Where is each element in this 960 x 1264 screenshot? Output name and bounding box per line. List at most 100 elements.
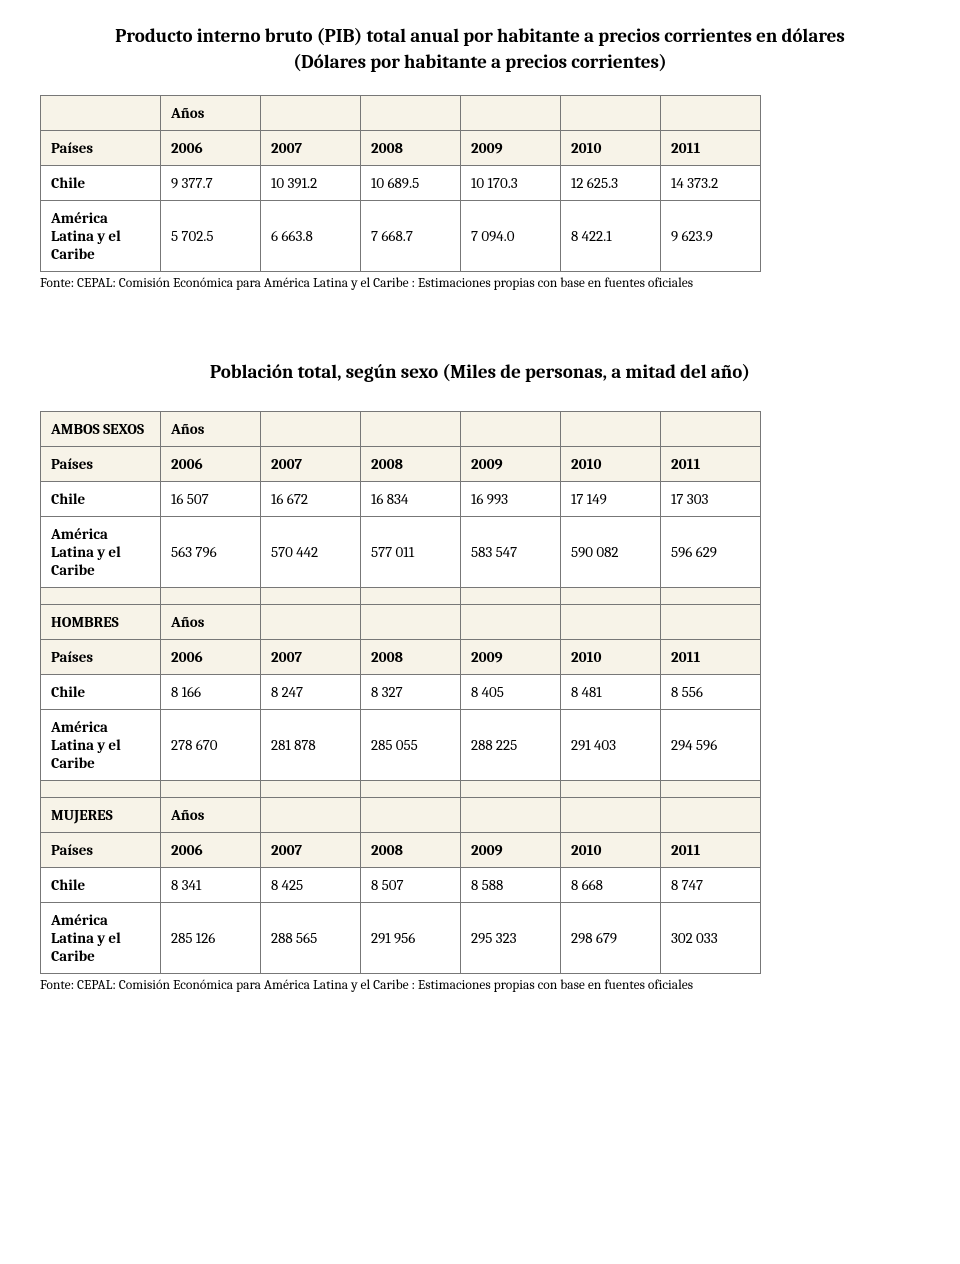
cell: 10 170.3 [461,166,561,201]
cell-paises: Países [41,447,161,482]
cell-blank [561,588,661,605]
year: 2009 [461,131,561,166]
year: 2008 [361,131,461,166]
cell: 14 373.2 [661,166,761,201]
cell: 9 377.7 [161,166,261,201]
cell: 8 247 [261,675,361,710]
cell: 16 834 [361,482,461,517]
cell-blank [261,96,361,131]
cell: 8 507 [361,868,461,903]
cell-anos: Años [161,605,261,640]
cell-blank [461,798,561,833]
cell: 8 166 [161,675,261,710]
cell-blank [461,96,561,131]
cell: 8 405 [461,675,561,710]
cell-blank [361,588,461,605]
year: 2008 [361,640,461,675]
cell: 16 993 [461,482,561,517]
cell-hombres: HOMBRES [41,605,161,640]
cell-blank [261,412,361,447]
cell: 8 481 [561,675,661,710]
cell: 590 082 [561,517,661,588]
cell-blank [261,798,361,833]
cell: 8 327 [361,675,461,710]
cell-blank [661,781,761,798]
cell: 596 629 [661,517,761,588]
cell-blank [261,588,361,605]
year: 2010 [561,833,661,868]
cell-mujeres: MUJERES [41,798,161,833]
cell: 6 663.8 [261,201,361,272]
cell-blank [361,412,461,447]
year: 2006 [161,131,261,166]
cell-blank [161,781,261,798]
year: 2007 [261,131,361,166]
source-1: Fonte: CEPAL: Comisión Económica para Am… [40,276,920,291]
cell: 9 623.9 [661,201,761,272]
cell: 16 672 [261,482,361,517]
cell-blank [561,605,661,640]
source-2: Fonte: CEPAL: Comisión Económica para Am… [40,978,920,993]
pib-title-line1: Producto interno bruto (PIB) total anual… [115,25,845,47]
year: 2011 [661,131,761,166]
cell: 288 565 [261,903,361,974]
cell-blank [461,588,561,605]
cell: 5 702.5 [161,201,261,272]
cell: 17 303 [661,482,761,517]
cell-blank [361,96,461,131]
year: 2011 [661,640,761,675]
row-chile: Chile [41,868,161,903]
cell: 294 596 [661,710,761,781]
row-chile: Chile [41,166,161,201]
cell-ambos: AMBOS SEXOS [41,412,161,447]
cell-blank [361,605,461,640]
cell-blank [661,412,761,447]
cell-blank [561,781,661,798]
cell-blank [661,588,761,605]
cell-anos: Años [161,798,261,833]
cell: 10 391.2 [261,166,361,201]
cell: 285 055 [361,710,461,781]
cell-blank [361,781,461,798]
row-alc: América Latina y el Caribe [41,710,161,781]
cell-paises: Países [41,131,161,166]
cell: 17 149 [561,482,661,517]
cell: 10 689.5 [361,166,461,201]
cell: 570 442 [261,517,361,588]
row-alc: América Latina y el Caribe [41,201,161,272]
pib-table: Años Países 2006 2007 2008 2009 2010 201… [40,95,761,272]
cell: 577 011 [361,517,461,588]
cell-blank [41,96,161,131]
row-alc: América Latina y el Caribe [41,517,161,588]
cell: 8 422.1 [561,201,661,272]
cell: 295 323 [461,903,561,974]
cell: 8 425 [261,868,361,903]
cell: 302 033 [661,903,761,974]
year: 2009 [461,833,561,868]
row-chile: Chile [41,675,161,710]
cell: 281 878 [261,710,361,781]
year: 2010 [561,640,661,675]
cell-blank [461,412,561,447]
cell: 291 956 [361,903,461,974]
cell: 278 670 [161,710,261,781]
cell-blank [661,798,761,833]
cell: 8 341 [161,868,261,903]
pib-title-line2: (Dólares por habitante a precios corrien… [293,51,666,73]
cell: 7 094.0 [461,201,561,272]
cell: 16 507 [161,482,261,517]
cell-blank [261,605,361,640]
year: 2011 [661,447,761,482]
cell: 7 668.7 [361,201,461,272]
cell-blank [661,605,761,640]
year: 2006 [161,447,261,482]
year: 2007 [261,640,361,675]
poblacion-table: AMBOS SEXOS Años Países 2006 2007 2008 2… [40,411,761,974]
year: 2007 [261,447,361,482]
cell: 285 126 [161,903,261,974]
cell-blank [561,96,661,131]
year: 2009 [461,640,561,675]
cell-blank [261,781,361,798]
poblacion-title: Población total, según sexo (Miles de pe… [40,361,920,383]
year: 2009 [461,447,561,482]
